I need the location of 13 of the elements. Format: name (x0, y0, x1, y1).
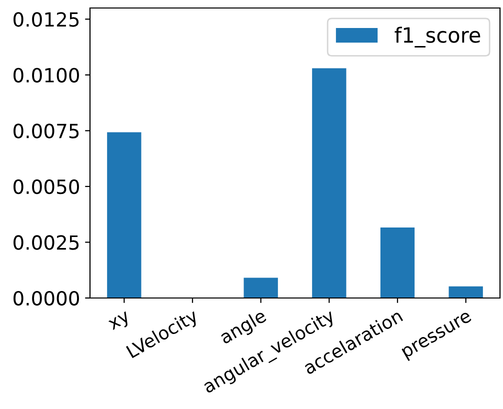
bar (380, 228, 415, 298)
bar (312, 68, 346, 298)
bar (244, 278, 278, 298)
y-tick-label: 0.0125 (14, 12, 79, 27)
legend-label: f1_score (394, 26, 480, 48)
bar (448, 286, 483, 298)
y-tick-label: 0.0075 (14, 124, 79, 138)
y-tick-label: 0.0025 (14, 235, 79, 250)
bar (107, 132, 142, 298)
y-tick-label: 0.0050 (14, 179, 79, 194)
y-tick-label: 0.0000 (14, 290, 79, 306)
x-tick-label: xy (108, 311, 132, 334)
y-tick-label: 0.0100 (14, 68, 79, 83)
